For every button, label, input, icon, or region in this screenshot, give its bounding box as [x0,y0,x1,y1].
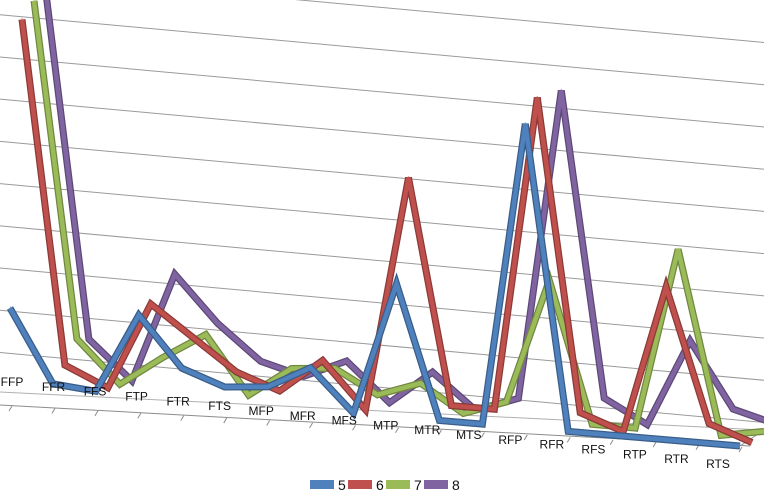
gridline [0,14,764,86]
x-tick [223,417,228,424]
x-tick [94,410,99,417]
x-tick [137,412,142,419]
series-lines [6,0,764,450]
legend-label: 7 [414,477,422,493]
x-tick-label: FTP [125,389,148,403]
x-tick-label: MTR [414,423,440,437]
x-tick-label: MFR [290,409,316,423]
legend-label: 8 [452,477,460,493]
x-tick-label: RTS [706,457,730,471]
x-tick-label: RTR [664,452,689,466]
series-7 [30,0,764,440]
x-tick [309,422,314,429]
x-tick [652,441,657,448]
x-tick [266,420,271,426]
x-tick-label: RTP [623,447,647,461]
legend-swatch [310,480,334,489]
series-5 [6,122,741,450]
gridline [0,183,764,255]
legend-swatch [348,480,372,489]
x-tick-label: MTP [373,418,398,432]
legend: 5 6 7 8 [310,477,460,493]
x-tick-label: MTS [456,428,481,442]
x-tick-label: FFP [1,375,24,389]
x-tick [352,425,356,431]
gridline [0,56,764,128]
x-tick [437,429,442,436]
x-tick-label: FFS [84,385,107,399]
x-tick-label: MFS [332,414,357,428]
x-tick-label: RFR [540,438,565,452]
x-tick [395,427,399,433]
legend-label: 5 [338,477,346,493]
category-labels: FFP FFR FFS FTP FTR FTS MFP MFR MFS MTP MTR MTS RFP R… [1,375,730,471]
legend-label: 6 [376,477,384,493]
x-tick-label: RFS [581,443,605,457]
series-line-highlight [9,122,741,446]
x-tick-label: FTS [208,399,231,413]
legend-swatch [386,480,410,489]
x-tick [523,434,528,441]
gridline [0,225,764,297]
x-tick [566,437,571,443]
x-tick [8,405,13,412]
gridline [294,0,764,43]
x-tick [180,415,185,421]
x-tick-label: MFP [249,404,274,418]
x-tick [738,446,743,453]
gridlines [0,0,764,423]
series-line-highlight [33,0,764,435]
x-tick [51,408,56,414]
gridline [0,140,764,212]
x-tick-label: FFR [42,380,66,394]
legend-swatch [424,480,448,489]
x-tick-label: RFP [498,433,522,447]
gridline [0,98,764,170]
gridline [0,309,764,381]
x-tick [480,432,485,438]
x-tick-label: FTR [166,394,190,408]
x-tick [609,439,614,446]
